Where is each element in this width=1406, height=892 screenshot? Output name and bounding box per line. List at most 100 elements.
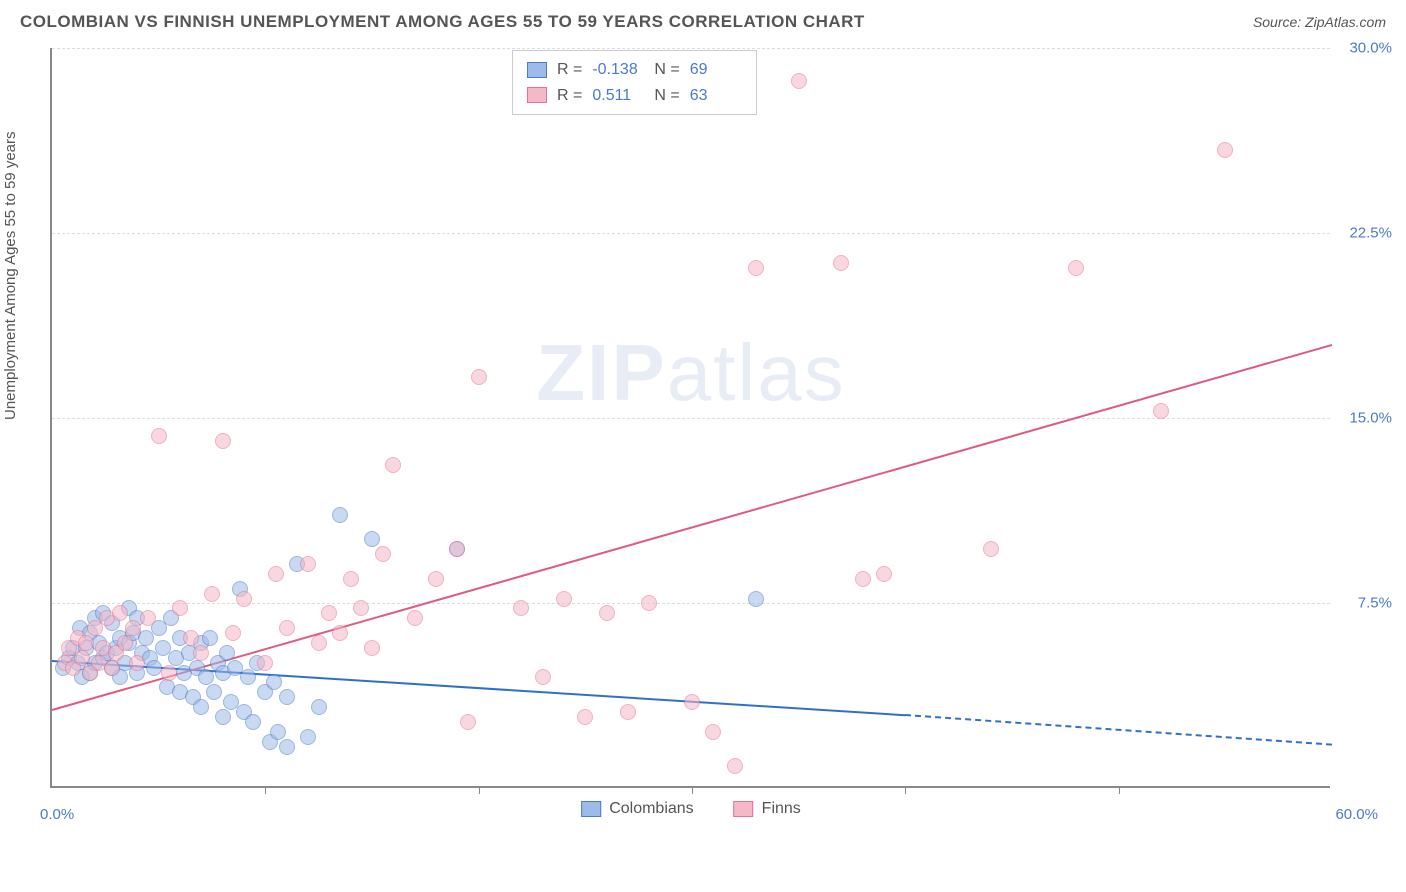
n-label: N = bbox=[654, 83, 679, 109]
source-label: Source: ZipAtlas.com bbox=[1253, 14, 1386, 30]
marker-finns bbox=[471, 369, 487, 385]
xtick bbox=[265, 786, 266, 794]
marker-colombians bbox=[193, 699, 209, 715]
marker-finns bbox=[74, 650, 90, 666]
marker-finns bbox=[364, 640, 380, 656]
r-label: R = bbox=[557, 83, 582, 109]
chart-title: COLOMBIAN VS FINNISH UNEMPLOYMENT AMONG … bbox=[20, 12, 865, 32]
marker-finns bbox=[343, 571, 359, 587]
marker-colombians bbox=[245, 714, 261, 730]
xtick bbox=[692, 786, 693, 794]
marker-finns bbox=[449, 541, 465, 557]
marker-colombians bbox=[206, 684, 222, 700]
swatch-colombians bbox=[527, 62, 547, 78]
marker-finns bbox=[193, 645, 209, 661]
marker-finns bbox=[791, 73, 807, 89]
marker-finns bbox=[535, 669, 551, 685]
watermark-bold: ZIP bbox=[536, 328, 666, 417]
legend-item-colombians: Colombians bbox=[581, 800, 693, 818]
marker-finns bbox=[428, 571, 444, 587]
ytick-label: 15.0% bbox=[1349, 410, 1392, 427]
swatch-finns bbox=[734, 801, 754, 817]
r-label: R = bbox=[557, 57, 582, 83]
marker-finns bbox=[125, 620, 141, 636]
marker-finns bbox=[385, 457, 401, 473]
marker-finns bbox=[641, 595, 657, 611]
marker-finns bbox=[321, 605, 337, 621]
marker-finns bbox=[375, 546, 391, 562]
marker-finns bbox=[140, 610, 156, 626]
marker-finns bbox=[353, 600, 369, 616]
gridline bbox=[52, 233, 1330, 234]
marker-colombians bbox=[270, 724, 286, 740]
gridline bbox=[52, 48, 1330, 49]
marker-finns bbox=[161, 665, 177, 681]
marker-colombians bbox=[146, 660, 162, 676]
marker-finns bbox=[300, 556, 316, 572]
marker-colombians bbox=[266, 674, 282, 690]
marker-finns bbox=[748, 260, 764, 276]
swatch-finns bbox=[527, 87, 547, 103]
xtick bbox=[1119, 786, 1120, 794]
marker-finns bbox=[268, 566, 284, 582]
legend-label-finns: Finns bbox=[762, 800, 801, 818]
y-axis-label: Unemployment Among Ages 55 to 59 years bbox=[2, 131, 19, 420]
marker-finns bbox=[407, 610, 423, 626]
marker-finns bbox=[556, 591, 572, 607]
marker-finns bbox=[104, 660, 120, 676]
gridline bbox=[52, 418, 1330, 419]
stats-row-colombians: R = -0.138 N = 69 bbox=[527, 57, 742, 83]
marker-colombians bbox=[311, 699, 327, 715]
ytick-label: 7.5% bbox=[1358, 595, 1392, 612]
marker-finns bbox=[983, 541, 999, 557]
marker-colombians bbox=[240, 669, 256, 685]
marker-finns bbox=[112, 605, 128, 621]
marker-finns bbox=[215, 433, 231, 449]
marker-colombians bbox=[219, 645, 235, 661]
marker-finns bbox=[1068, 260, 1084, 276]
marker-colombians bbox=[215, 709, 231, 725]
marker-finns bbox=[311, 635, 327, 651]
marker-finns bbox=[876, 566, 892, 582]
marker-finns bbox=[117, 635, 133, 651]
marker-finns bbox=[151, 428, 167, 444]
stats-box: R = -0.138 N = 69 R = 0.511 N = 63 bbox=[512, 50, 757, 115]
marker-finns bbox=[684, 694, 700, 710]
marker-finns bbox=[257, 655, 273, 671]
xlim-min: 0.0% bbox=[40, 806, 74, 823]
marker-finns bbox=[1217, 142, 1233, 158]
marker-finns bbox=[833, 255, 849, 271]
plot-area: ZIPatlas R = -0.138 N = 69 R = 0.511 N =… bbox=[50, 48, 1330, 788]
marker-finns bbox=[460, 714, 476, 730]
marker-finns bbox=[332, 625, 348, 641]
marker-colombians bbox=[202, 630, 218, 646]
marker-colombians bbox=[364, 531, 380, 547]
marker-finns bbox=[727, 758, 743, 774]
marker-colombians bbox=[279, 739, 295, 755]
marker-finns bbox=[620, 704, 636, 720]
watermark: ZIPatlas bbox=[536, 327, 845, 419]
marker-finns bbox=[513, 600, 529, 616]
n-value-colombians: 69 bbox=[690, 57, 742, 83]
marker-colombians bbox=[748, 591, 764, 607]
marker-finns bbox=[225, 625, 241, 641]
trendline bbox=[905, 714, 1332, 746]
marker-colombians bbox=[332, 507, 348, 523]
r-value-finns: 0.511 bbox=[592, 83, 644, 109]
marker-finns bbox=[78, 635, 94, 651]
marker-colombians bbox=[198, 669, 214, 685]
marker-colombians bbox=[300, 729, 316, 745]
marker-colombians bbox=[279, 689, 295, 705]
ytick-label: 30.0% bbox=[1349, 40, 1392, 57]
ytick-label: 22.5% bbox=[1349, 225, 1392, 242]
n-label: N = bbox=[654, 57, 679, 83]
r-value-colombians: -0.138 bbox=[592, 57, 644, 83]
marker-finns bbox=[236, 591, 252, 607]
marker-finns bbox=[279, 620, 295, 636]
marker-finns bbox=[599, 605, 615, 621]
marker-finns bbox=[577, 709, 593, 725]
marker-finns bbox=[705, 724, 721, 740]
bottom-legend: Colombians Finns bbox=[581, 800, 801, 818]
swatch-colombians bbox=[581, 801, 601, 817]
header: COLOMBIAN VS FINNISH UNEMPLOYMENT AMONG … bbox=[0, 0, 1406, 40]
